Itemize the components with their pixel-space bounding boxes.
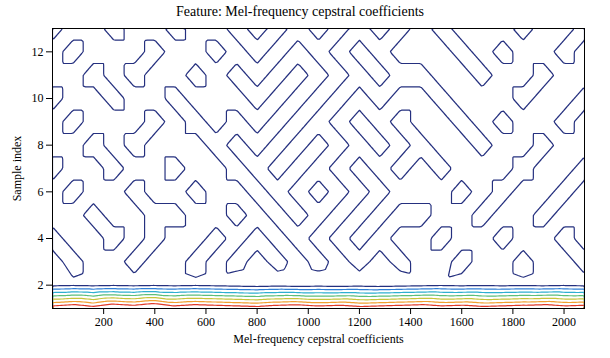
svg-text:8: 8: [38, 138, 44, 152]
svg-text:1200: 1200: [347, 315, 371, 329]
svg-text:Mel-frequency cepstral coeffic: Mel-frequency cepstral coefficients: [233, 332, 404, 346]
svg-text:6: 6: [38, 185, 44, 199]
svg-text:Sample index: Sample index: [10, 136, 24, 202]
svg-text:1800: 1800: [501, 315, 525, 329]
svg-text:200: 200: [95, 315, 113, 329]
svg-text:1000: 1000: [296, 315, 320, 329]
html-text:Feature: Mel-frequency cepstra: Feature: Mel-frequency cepstral coeffici…: [175, 4, 425, 19]
svg-text:600: 600: [197, 315, 215, 329]
svg-text:1400: 1400: [399, 315, 423, 329]
svg-text:800: 800: [248, 315, 266, 329]
svg-text:2: 2: [38, 278, 44, 292]
svg-text:12: 12: [32, 45, 44, 59]
svg-text:400: 400: [146, 315, 164, 329]
svg-text:4: 4: [38, 231, 44, 245]
svg-text:2000: 2000: [552, 315, 576, 329]
svg-text:10: 10: [32, 91, 44, 105]
svg-text:1600: 1600: [450, 315, 474, 329]
